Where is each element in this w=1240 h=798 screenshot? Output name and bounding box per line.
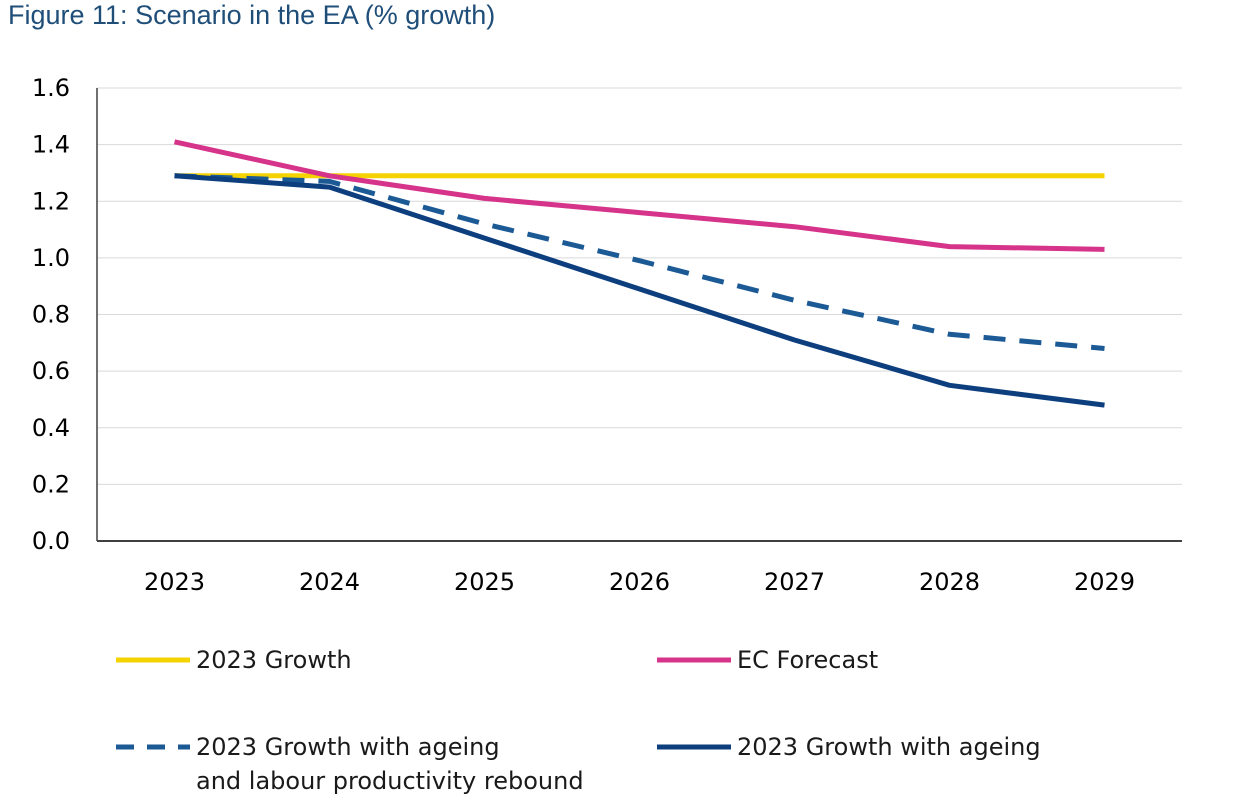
x-tick-labels: 2023 2024 2025 2026 2027 2028 2029 [144, 568, 1135, 596]
legend-label: 2023 Growth with ageing [737, 733, 1041, 761]
y-tick-label: 1.4 [32, 131, 70, 159]
legend: 2023 Growth EC Forecast 2023 Growth with a… [116, 646, 1041, 795]
y-tick-label: 0.4 [32, 414, 70, 442]
x-tick-label: 2029 [1074, 568, 1135, 596]
y-tick-label: 1.6 [32, 74, 70, 102]
legend-label: EC Forecast [737, 646, 878, 674]
legend-label: and labour productivity rebound [196, 767, 584, 795]
x-tick-label: 2027 [764, 568, 825, 596]
y-tick-label: 0.0 [32, 527, 70, 555]
axes [96, 88, 1182, 542]
y-tick-label: 0.8 [32, 301, 70, 329]
y-tick-labels: 0.0 0.2 0.4 0.6 0.8 1.0 1.2 1.4 1.6 [32, 74, 70, 555]
x-tick-label: 2024 [299, 568, 360, 596]
x-tick-label: 2025 [454, 568, 515, 596]
series-line [174, 173, 1105, 351]
legend-label: 2023 Growth with ageing [196, 733, 500, 761]
x-tick-label: 2026 [609, 568, 670, 596]
x-tick-label: 2028 [919, 568, 980, 596]
y-tick-label: 0.6 [32, 357, 70, 385]
series-line [174, 173, 1105, 408]
figure-title: Figure 11: Scenario in the EA (% growth) [8, 0, 496, 30]
series-lines [173, 139, 1105, 408]
series-line [173, 139, 1105, 252]
gridlines [97, 87, 1182, 485]
y-tick-label: 1.2 [32, 187, 70, 215]
x-tick-label: 2023 [144, 568, 205, 596]
legend-label: 2023 Growth [196, 646, 352, 674]
y-tick-label: 1.0 [32, 244, 70, 272]
y-tick-label: 0.2 [32, 470, 70, 498]
